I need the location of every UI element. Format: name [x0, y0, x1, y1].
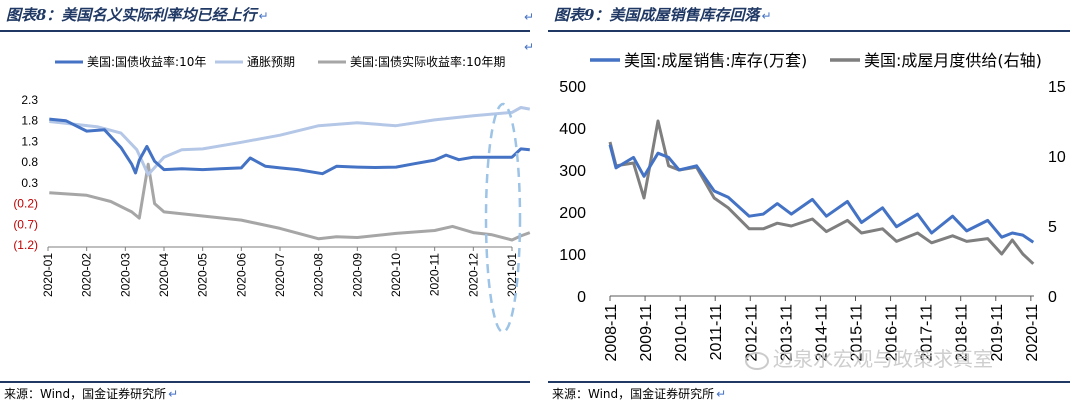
title-rule — [0, 30, 530, 32]
legend-label: 美国:国债收益率:10年 — [87, 54, 206, 69]
x-tick-label: 2016-11 — [884, 304, 901, 362]
highlight-ellipse — [484, 102, 522, 334]
x-tick-label: 2013-11 — [778, 304, 795, 362]
x-tick-label: 2010-11 — [673, 304, 690, 362]
x-tick-label: 2009-11 — [638, 304, 655, 362]
x-tick-label: 2020-03 — [118, 253, 132, 297]
return-mark: ↵ — [168, 387, 179, 401]
y-tick-label: 0.8 — [21, 155, 38, 169]
x-tick-label: 2020-12 — [466, 253, 480, 297]
watermark: 边泉水宏观与政策求真室 — [745, 343, 993, 372]
return-mark: ↵ — [258, 9, 269, 23]
y-right-tick-label: 0 — [1048, 289, 1057, 306]
y-right-tick-label: 15 — [1048, 79, 1066, 96]
x-tick-label: 2020-11 — [428, 253, 442, 296]
y-left-tick-label: 200 — [559, 205, 586, 222]
series-line — [49, 117, 530, 176]
x-tick-label: 2015-11 — [848, 304, 865, 362]
legend-label: 通胀预期 — [247, 55, 295, 69]
y-left-tick-label: 300 — [559, 163, 586, 180]
figure-9-panel: 图表9：美国成屋销售库存回落 ↵ 500 400 300 200 100 0 15 10 5 0 20… — [548, 0, 1080, 407]
figure-8-source: 来源：Wind，国金证券研究所 ↵ — [4, 387, 179, 401]
source-rule — [0, 381, 530, 383]
y-tick-label: 2.3 — [21, 93, 38, 107]
y-tick-label: (0.7) — [13, 217, 38, 231]
x-tick-label: 2020-05 — [196, 253, 210, 297]
legend-label: 美国:国债实际收益率:10年期 — [350, 54, 505, 69]
figure-8-panel: 图表8：美国名义实际利率均已经上行 ↵ ↵ ↵ 2.3 1.8 1.3 0.8 0.3 (0… — [0, 6, 535, 401]
y-tick-label: (1.2) — [13, 238, 38, 252]
x-tick-label: 2021-01 — [505, 253, 519, 297]
y-left-tick-label: 400 — [559, 121, 586, 138]
title-rule — [548, 30, 1070, 32]
figure-8-chart: 2.3 1.8 1.3 0.8 0.3 (0.2) (0.7) (1.2)2020-01 202… — [13, 54, 531, 334]
return-mark: ↵ — [524, 10, 535, 24]
return-mark: ↵ — [761, 9, 772, 23]
source-rule — [548, 381, 1070, 383]
figure-9-title: 图表9：美国成屋销售库存回落 ↵ — [554, 6, 772, 24]
legend-label: 美国:成屋销售:库存(万套) — [624, 51, 807, 70]
x-tick-label: 2020-10 — [389, 253, 403, 297]
x-tick-label: 2020-11 — [1024, 304, 1041, 362]
x-tick-label: 2020-08 — [312, 253, 326, 297]
x-tick-label: 2014-11 — [813, 304, 830, 362]
y-tick-label: 0.3 — [21, 176, 38, 190]
figure-9-source: 来源：Wind，国金证券研究所 ↵ — [552, 387, 727, 401]
figure-9-chart: 500 400 300 200 100 0 15 10 5 0 2008-11 2009-11 2010… — [559, 51, 1066, 362]
x-tick-label: 2020-09 — [350, 253, 364, 297]
x-tick-label: 2020-02 — [80, 253, 94, 297]
y-left-tick-label: 0 — [577, 289, 586, 306]
x-tick-label: 2012-11 — [743, 304, 760, 362]
x-tick-label: 2020-01 — [41, 253, 55, 297]
y-right-tick-label: 10 — [1048, 149, 1066, 166]
x-tick-label: 2019-11 — [989, 304, 1006, 362]
wechat-icon — [745, 351, 769, 370]
x-tick-label: 2020-07 — [273, 253, 287, 297]
x-tick-label: 2020-06 — [234, 253, 248, 297]
x-tick-label: 2008-11 — [603, 304, 620, 362]
y-right-tick-label: 5 — [1048, 219, 1057, 236]
y-tick-label: 1.3 — [21, 134, 38, 148]
legend-label: 美国:成屋月度供给(右轴) — [864, 51, 1042, 70]
series-line — [608, 144, 1035, 244]
x-tick-label: 2020-04 — [157, 253, 171, 297]
x-tick-label: 2011-11 — [708, 304, 725, 360]
y-tick-label: 1.8 — [21, 114, 38, 128]
y-left-tick-label: 500 — [559, 79, 586, 96]
return-mark: ↵ — [524, 40, 535, 54]
y-left-tick-label: 100 — [559, 247, 586, 264]
series-line — [49, 162, 531, 242]
figure-8-title: 图表8：美国名义实际利率均已经上行 ↵ — [6, 6, 269, 24]
series-line — [608, 119, 1035, 265]
return-mark: ↵ — [716, 387, 727, 401]
y-tick-label: (0.2) — [13, 197, 38, 211]
series-line — [49, 106, 531, 177]
x-tick-label: 2017-11 — [919, 304, 936, 362]
x-tick-label: 2018-11 — [954, 304, 971, 362]
